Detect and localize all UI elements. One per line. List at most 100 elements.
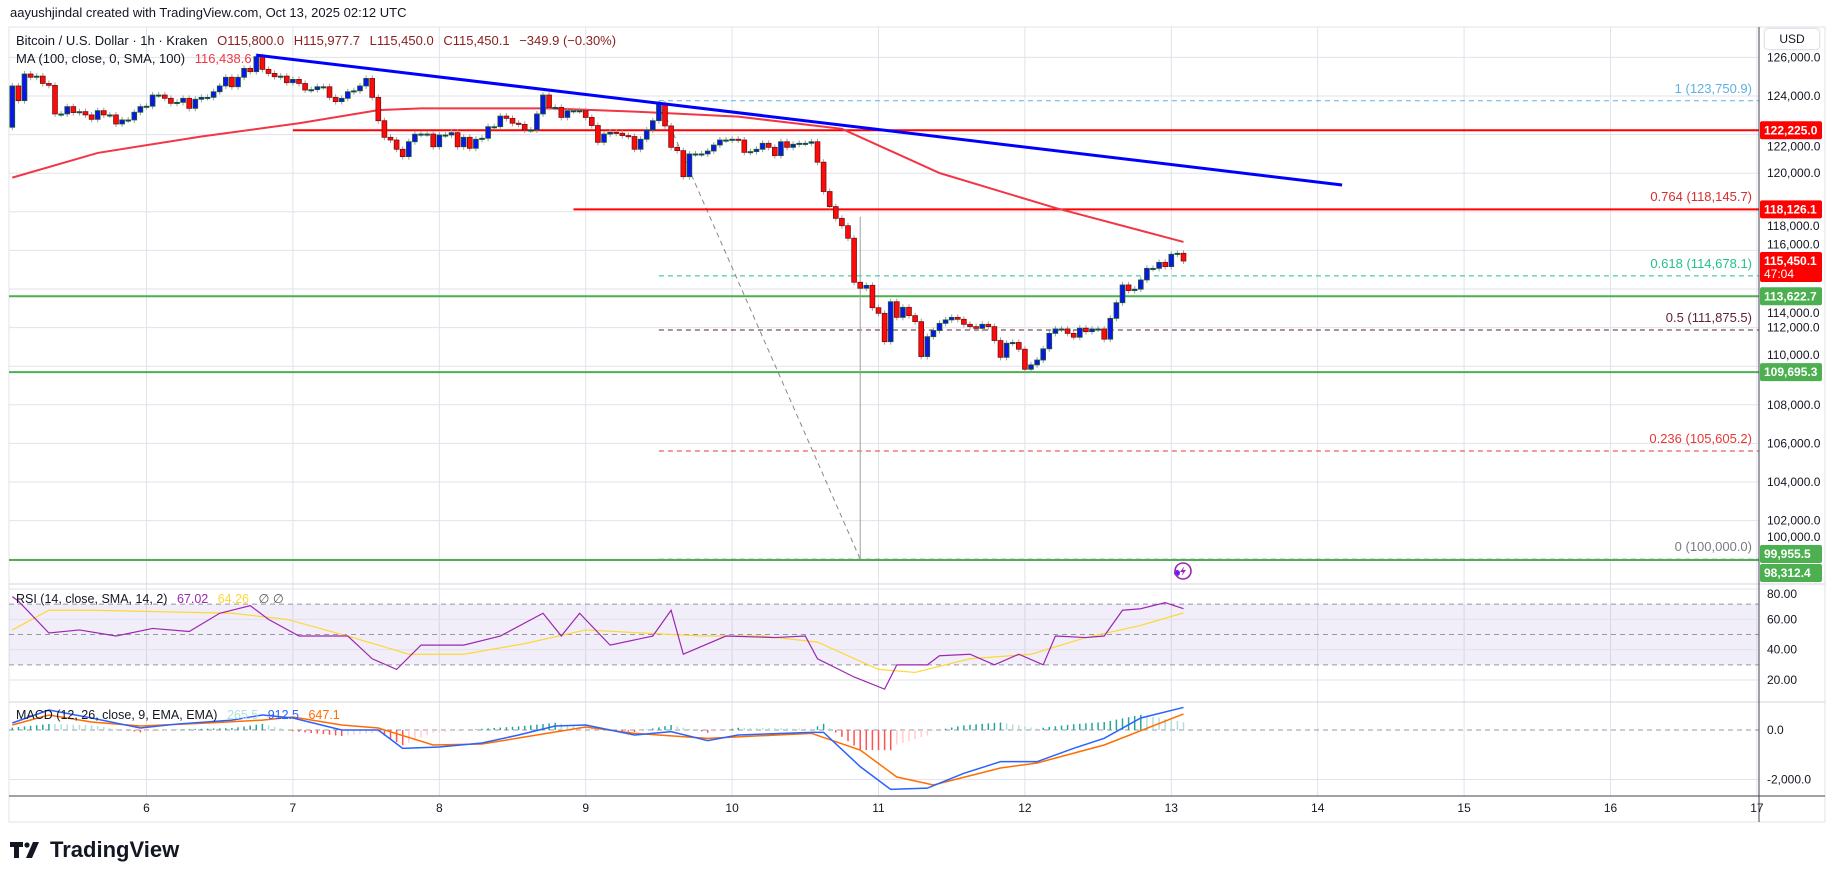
candle[interactable] <box>1107 315 1114 343</box>
candle[interactable] <box>942 316 949 327</box>
candle[interactable] <box>302 80 308 94</box>
candle[interactable] <box>503 113 510 122</box>
candle[interactable] <box>680 147 687 180</box>
candle[interactable] <box>58 110 64 117</box>
candle[interactable] <box>399 146 406 160</box>
candle[interactable] <box>625 132 632 140</box>
candle[interactable] <box>845 222 851 242</box>
candle[interactable] <box>1125 281 1132 294</box>
candle[interactable] <box>564 107 571 121</box>
candle[interactable] <box>1040 345 1047 364</box>
candle[interactable] <box>814 138 821 166</box>
candle[interactable] <box>857 216 863 560</box>
candle[interactable] <box>198 94 205 103</box>
candle[interactable] <box>1009 339 1016 347</box>
candle[interactable] <box>515 120 522 128</box>
candle[interactable] <box>344 88 351 102</box>
candle[interactable] <box>973 323 979 332</box>
candle[interactable] <box>704 148 711 157</box>
candle[interactable] <box>1070 330 1077 341</box>
candle[interactable] <box>881 310 888 345</box>
candle[interactable] <box>851 235 857 286</box>
candle[interactable] <box>948 314 955 323</box>
candle[interactable] <box>979 321 985 332</box>
candle[interactable] <box>497 113 504 130</box>
candle[interactable] <box>570 107 577 114</box>
candle[interactable] <box>631 133 638 153</box>
candle[interactable] <box>107 111 113 118</box>
candle[interactable] <box>796 140 802 148</box>
candle[interactable] <box>601 131 607 146</box>
descending-trendline[interactable] <box>256 53 1343 187</box>
candle[interactable] <box>839 215 845 229</box>
candle[interactable] <box>192 96 199 112</box>
candle[interactable] <box>918 318 924 360</box>
candle[interactable] <box>1022 346 1028 373</box>
candle[interactable] <box>826 188 833 210</box>
candle[interactable] <box>369 75 375 101</box>
candle[interactable] <box>607 129 613 138</box>
candle[interactable] <box>1101 325 1108 343</box>
candle[interactable] <box>863 282 870 292</box>
fib-trend-line[interactable] <box>658 100 861 560</box>
candle[interactable] <box>784 138 790 151</box>
candle[interactable] <box>76 108 83 116</box>
candle[interactable] <box>528 126 534 133</box>
rsi-legend[interactable]: RSI (14, close, SMA, 14, 2) 67.02 64.26 … <box>16 591 284 607</box>
candle[interactable] <box>534 110 540 133</box>
candle[interactable] <box>1174 250 1181 258</box>
candle[interactable] <box>381 117 388 141</box>
candle[interactable] <box>21 70 28 104</box>
candle[interactable] <box>296 76 302 87</box>
candle[interactable] <box>1131 286 1138 294</box>
candle[interactable] <box>1064 325 1071 337</box>
symbol-legend[interactable]: Bitcoin / U.S. Dollar · 1h · Kraken O115… <box>16 33 616 49</box>
candle[interactable] <box>729 136 735 144</box>
rsi-pane[interactable] <box>9 588 1759 690</box>
candle[interactable] <box>595 122 601 146</box>
candle[interactable] <box>375 94 382 124</box>
candle[interactable] <box>582 107 589 121</box>
candle[interactable] <box>15 82 22 104</box>
candle[interactable] <box>1180 250 1187 265</box>
candle[interactable] <box>778 138 784 159</box>
candle[interactable] <box>540 92 546 117</box>
macd-pane[interactable] <box>9 706 1759 791</box>
candle[interactable] <box>363 75 369 89</box>
candle[interactable] <box>277 73 284 80</box>
candle[interactable] <box>723 137 729 144</box>
candle[interactable] <box>1058 325 1065 332</box>
candle[interactable] <box>94 107 101 123</box>
candle[interactable] <box>418 131 424 138</box>
candle[interactable] <box>924 333 931 360</box>
candle[interactable] <box>436 131 443 150</box>
candle[interactable] <box>155 92 162 99</box>
candle[interactable] <box>1028 361 1034 373</box>
candle[interactable] <box>137 103 144 116</box>
candle[interactable] <box>216 82 223 95</box>
candle[interactable] <box>161 92 168 102</box>
candle[interactable] <box>125 116 132 123</box>
candle[interactable] <box>40 73 46 87</box>
candle[interactable] <box>113 111 119 127</box>
candle[interactable] <box>637 136 644 153</box>
candle[interactable] <box>1113 299 1120 322</box>
candle[interactable] <box>558 104 565 121</box>
candle[interactable] <box>991 323 998 344</box>
candle[interactable] <box>454 129 461 150</box>
candle[interactable] <box>393 137 400 153</box>
lightning-alert-icon[interactable] <box>1174 562 1192 580</box>
candle[interactable] <box>869 282 876 311</box>
currency-button[interactable]: USD <box>1764 28 1820 50</box>
candle[interactable] <box>326 83 333 101</box>
candle[interactable] <box>222 74 229 89</box>
candle[interactable] <box>753 146 760 155</box>
main-pane[interactable]: 1 (123,750.9) 0.764 (118,145.7) 0.618 (114… <box>9 53 1759 562</box>
candle[interactable] <box>1095 325 1101 332</box>
candle[interactable] <box>1162 259 1169 270</box>
candle[interactable] <box>235 74 241 90</box>
candle[interactable] <box>424 131 430 138</box>
candle[interactable] <box>686 150 693 180</box>
candle[interactable] <box>290 76 296 86</box>
candle[interactable] <box>1077 325 1083 341</box>
